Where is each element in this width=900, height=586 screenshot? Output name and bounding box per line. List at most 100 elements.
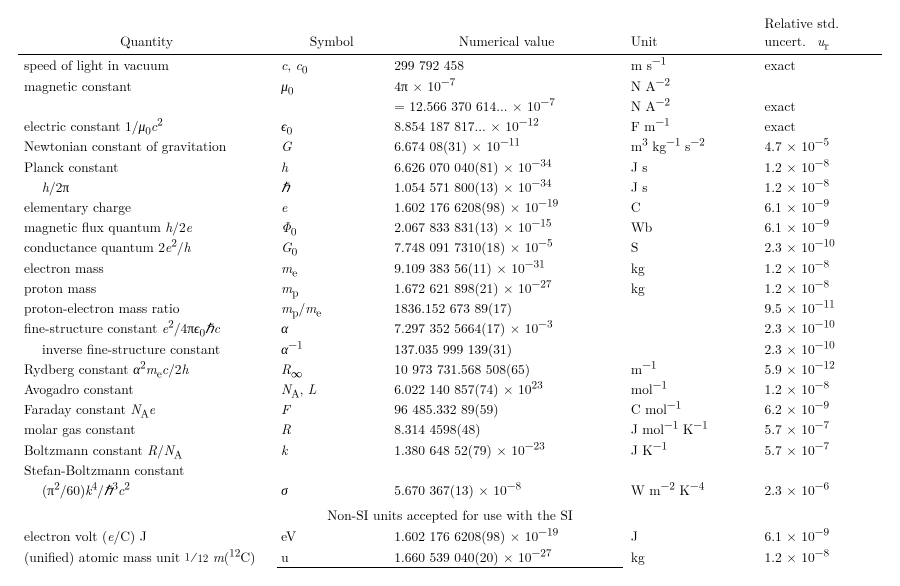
cell-unit: N A−2 — [625, 96, 759, 116]
cell-value: 1.672 621 898(21) × 10−27 — [388, 278, 625, 298]
cell-symbol: eV — [275, 526, 388, 546]
cell-quantity: fine-structure constant e2/4πϵ0ℏc — [18, 318, 275, 338]
table-row: magnetic constantμ04π × 10−7N A−2 — [18, 76, 882, 96]
cell-symbol: u — [275, 547, 388, 568]
table-row: inverse fine-structure constantα−1137.03… — [18, 339, 882, 359]
cell-unit: J — [625, 526, 759, 546]
cell-value: 9.109 383 56(11) × 10−31 — [388, 258, 625, 278]
header-row: Quantity Symbol Numerical value Unit Rel… — [18, 12, 882, 54]
table-row: fine-structure constant e2/4πϵ0ℏcα7.297 … — [18, 318, 882, 338]
cell-value: 1.602 176 6208(98) × 10−19 — [388, 197, 625, 217]
cell-quantity: inverse fine-structure constant — [18, 339, 275, 359]
cell-unit — [625, 298, 759, 318]
cell-quantity: Avogadro constant — [18, 379, 275, 399]
cell-value: 299 792 458 — [388, 55, 625, 75]
table-row: Stefan-Boltzmann constant — [18, 460, 882, 480]
cell-unit: kg — [625, 278, 759, 298]
cell-unit: Wb — [625, 217, 759, 237]
cell-unit: S — [625, 237, 759, 257]
col-quantity: Quantity — [18, 12, 275, 54]
cell-unit: mol−1 — [625, 379, 759, 399]
table-row: proton massmp1.672 621 898(21) × 10−27kg… — [18, 278, 882, 298]
cell-symbol — [275, 96, 388, 116]
cell-value: 7.297 352 5664(17) × 10−3 — [388, 318, 625, 338]
col-ur: Relative std. uncert. ur — [759, 12, 882, 54]
cell-symbol: h — [275, 157, 388, 177]
cell-quantity: electric constant 1/μ0c2 — [18, 116, 275, 136]
cell-value: 6.022 140 857(74) × 1023 — [388, 379, 625, 399]
cell-ur: exact — [759, 55, 882, 75]
cell-ur: 5.7 × 10−7 — [759, 440, 882, 460]
cell-value: 4π × 10−7 — [388, 76, 625, 96]
table-row: (π2/60)k4/ℏ3c2σ5.670 367(13) × 10−8W m−2… — [18, 480, 882, 500]
cell-value: 1.380 648 52(79) × 10−23 — [388, 440, 625, 460]
constants-table: Quantity Symbol Numerical value Unit Rel… — [18, 12, 882, 568]
table-row: proton-electron mass ratiomp/me1836.152 … — [18, 298, 882, 318]
cell-value: 1.660 539 040(20) × 10−27 — [388, 547, 625, 568]
cell-symbol: e — [275, 197, 388, 217]
cell-symbol: mp — [275, 278, 388, 298]
cell-unit: m3 kg−1 s−2 — [625, 136, 759, 156]
table-row: conductance quantum 2e2/hG07.748 091 731… — [18, 237, 882, 257]
cell-unit: kg — [625, 258, 759, 278]
cell-value: 5.670 367(13) × 10−8 — [388, 480, 625, 500]
table-row: = 12.566 370 614... × 10−7N A−2exact — [18, 96, 882, 116]
cell-symbol: R — [275, 419, 388, 439]
cell-unit: C mol−1 — [625, 399, 759, 419]
cell-quantity: speed of light in vacuum — [18, 55, 275, 75]
cell-symbol: α−1 — [275, 339, 388, 359]
table-row: elementary chargee1.602 176 6208(98) × 1… — [18, 197, 882, 217]
cell-value: 1836.152 673 89(17) — [388, 298, 625, 318]
cell-quantity: proton mass — [18, 278, 275, 298]
table-row: electric constant 1/μ0c2ϵ08.854 187 817.… — [18, 116, 882, 136]
cell-unit: m−1 — [625, 359, 759, 379]
table-row: (unified) atomic mass unit 1⁄12 m(12C)u1… — [18, 547, 882, 568]
cell-symbol: R∞ — [275, 359, 388, 379]
cell-value: 1.602 176 6208(98) × 10−19 — [388, 526, 625, 546]
cell-symbol: k — [275, 440, 388, 460]
cell-ur: 2.3 × 10−6 — [759, 480, 882, 500]
cell-unit: N A−2 — [625, 76, 759, 96]
cell-ur — [759, 76, 882, 96]
cell-quantity: elementary charge — [18, 197, 275, 217]
cell-value: 137.035 999 139(31) — [388, 339, 625, 359]
cell-value: 96 485.332 89(59) — [388, 399, 625, 419]
cell-symbol: me — [275, 258, 388, 278]
cell-quantity: (unified) atomic mass unit 1⁄12 m(12C) — [18, 547, 275, 568]
section-title: Non-SI units accepted for use with the S… — [18, 500, 882, 526]
table-row: magnetic flux quantum h/2eΦ02.067 833 83… — [18, 217, 882, 237]
cell-unit: J mol−1 K−1 — [625, 419, 759, 439]
cell-symbol: μ0 — [275, 76, 388, 96]
cell-quantity: Planck constant — [18, 157, 275, 177]
cell-value: 1.054 571 800(13) × 10−34 — [388, 177, 625, 197]
cell-value: 2.067 833 831(13) × 10−15 — [388, 217, 625, 237]
table-row: h/2πℏ1.054 571 800(13) × 10−34J s1.2 × 1… — [18, 177, 882, 197]
cell-unit — [625, 318, 759, 338]
table-row: molar gas constantR8.314 4598(48)J mol−1… — [18, 419, 882, 439]
table-row: Planck constanth6.626 070 040(81) × 10−3… — [18, 157, 882, 177]
cell-quantity: proton-electron mass ratio — [18, 298, 275, 318]
cell-quantity: (π2/60)k4/ℏ3c2 — [18, 480, 275, 500]
cell-symbol: G — [275, 136, 388, 156]
cell-quantity: conductance quantum 2e2/h — [18, 237, 275, 257]
cell-quantity: Newtonian constant of gravitation — [18, 136, 275, 156]
col-value: Numerical value — [388, 12, 625, 54]
cell-quantity: magnetic flux quantum h/2e — [18, 217, 275, 237]
cell-quantity: molar gas constant — [18, 419, 275, 439]
cell-value: = 12.566 370 614... × 10−7 — [388, 96, 625, 116]
cell-value: 6.674 08(31) × 10−11 — [388, 136, 625, 156]
cell-quantity: Rydberg constant α2mec/2h — [18, 359, 275, 379]
cell-unit: J K−1 — [625, 440, 759, 460]
cell-quantity: Faraday constant NAe — [18, 399, 275, 419]
cell-value: 6.626 070 040(81) × 10−34 — [388, 157, 625, 177]
table-row: electron massme9.109 383 56(11) × 10−31k… — [18, 258, 882, 278]
cell-quantity: Boltzmann constant R/NA — [18, 440, 275, 460]
cell-symbol: ϵ0 — [275, 116, 388, 136]
table-row: Boltzmann constant R/NAk1.380 648 52(79)… — [18, 440, 882, 460]
table-row: electron volt (e/C) JeV1.602 176 6208(98… — [18, 526, 882, 546]
cell-unit: J s — [625, 177, 759, 197]
cell-symbol: NA, L — [275, 379, 388, 399]
cell-value: 7.748 091 7310(18) × 10−5 — [388, 237, 625, 257]
col-ur-line1: Relative std. — [765, 14, 876, 32]
col-unit: Unit — [625, 12, 759, 54]
